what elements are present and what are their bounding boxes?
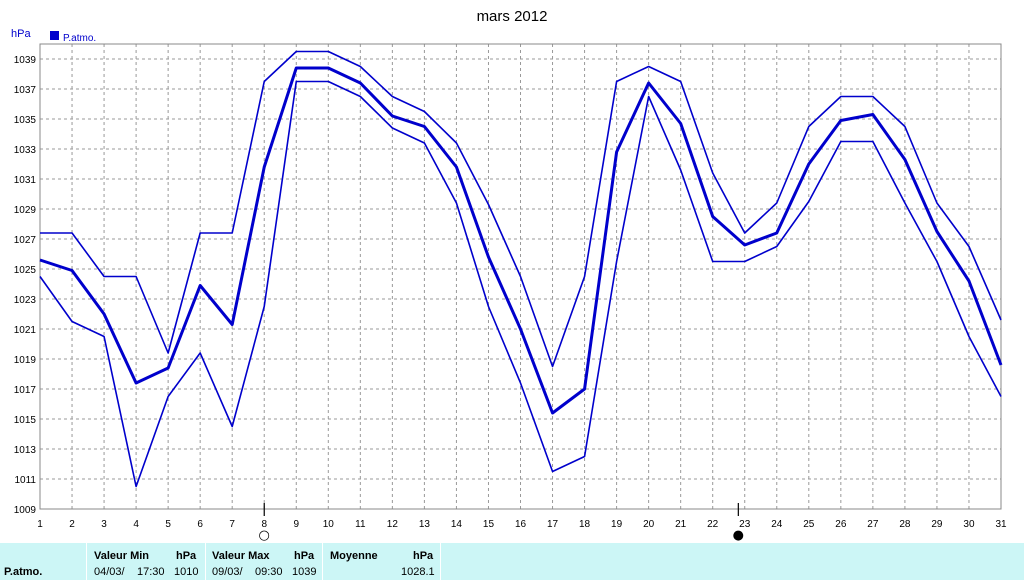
x-tick-label: 15	[483, 519, 495, 530]
y-axis: 1009 1011 1013 1015 1017 1019 1021 1023 1025 1027…	[14, 55, 37, 516]
moon-new-icon: ●	[733, 528, 744, 543]
x-tick-label: 30	[963, 519, 975, 530]
series-average-line	[39, 66, 1003, 415]
x-tick-label: 4	[133, 519, 139, 530]
min-header: Valeur Min	[94, 550, 150, 562]
x-tick-label: 19	[611, 519, 623, 530]
x-axis: 1 2 3 4 5 6 7 8 9 10 11 12 13 14 15 16 17 18 19 20 21 22 23 24 2…	[37, 519, 1007, 530]
x-tick-label: 21	[675, 519, 687, 530]
y-tick-label: 1035	[14, 115, 37, 126]
x-tick-label: 1	[37, 519, 43, 530]
min-time: 17:30	[137, 566, 165, 578]
x-tick-label: 12	[387, 519, 399, 530]
max-value: 1039	[292, 566, 317, 578]
y-tick-label: 1031	[14, 175, 37, 186]
y-tick-label: 1017	[14, 385, 37, 396]
y-tick-label: 1021	[14, 325, 37, 336]
x-tick-label: 5	[165, 519, 171, 530]
x-tick-label: 26	[835, 519, 847, 530]
legend-label: P.atmo.	[63, 33, 96, 44]
x-tick-label: 29	[931, 519, 943, 530]
separator	[322, 543, 323, 580]
x-tick-label: 6	[197, 519, 203, 530]
x-tick-label: 22	[707, 519, 719, 530]
x-tick-label: 10	[323, 519, 335, 530]
moon-phases: ○ ●	[259, 503, 744, 543]
x-tick-label: 14	[451, 519, 463, 530]
x-tick-label: 31	[995, 519, 1007, 530]
separator	[86, 543, 87, 580]
row-label: P.atmo.	[4, 566, 43, 578]
y-tick-label: 1009	[14, 505, 37, 516]
max-date: 09/03/	[212, 566, 243, 578]
y-tick-label: 1033	[14, 145, 37, 156]
y-tick-label: 1015	[14, 415, 37, 426]
x-tick-label: 13	[419, 519, 431, 530]
min-value: 1010	[174, 566, 199, 578]
moon-full-icon: ○	[259, 528, 270, 543]
y-tick-label: 1037	[14, 85, 37, 96]
max-time: 09:30	[255, 566, 283, 578]
max-unit: hPa	[294, 550, 315, 562]
avg-value: 1028.1	[401, 566, 435, 578]
x-tick-label: 7	[229, 519, 235, 530]
separator	[205, 543, 206, 580]
chart-title: mars 2012	[477, 8, 548, 25]
x-tick-label: 16	[515, 519, 527, 530]
y-tick-label: 1019	[14, 355, 37, 366]
y-tick-label: 1023	[14, 295, 37, 306]
min-date: 04/03/	[94, 566, 125, 578]
separator	[440, 543, 441, 580]
summary-bar: P.atmo. Valeur Min hPa 04/03/ 17:30 1010…	[0, 543, 1024, 580]
x-tick-label: 24	[771, 519, 783, 530]
x-tick-label: 25	[803, 519, 815, 530]
pressure-chart: 1009101110131015101710191021102310251027…	[11, 8, 1007, 543]
x-tick-label: 17	[547, 519, 559, 530]
y-axis-unit: hPa	[11, 28, 31, 40]
y-tick-label: 1027	[14, 235, 37, 246]
avg-header: Moyenne	[330, 550, 378, 562]
min-unit: hPa	[176, 550, 197, 562]
x-tick-label: 9	[293, 519, 299, 530]
x-tick-label: 8	[261, 519, 267, 530]
grid	[39, 44, 1002, 510]
y-tick-label: 1029	[14, 205, 37, 216]
x-tick-label: 27	[867, 519, 879, 530]
series-lines	[39, 50, 1003, 488]
x-tick-label: 28	[899, 519, 911, 530]
series-min-line	[39, 80, 1002, 488]
x-tick-label: 20	[643, 519, 655, 530]
x-tick-label: 2	[69, 519, 75, 530]
legend-swatch	[50, 31, 59, 40]
y-tick-label: 1011	[14, 475, 36, 486]
max-header: Valeur Max	[212, 550, 270, 562]
y-tick-label: 1013	[14, 445, 37, 456]
x-tick-label: 23	[739, 519, 751, 530]
x-tick-label: 11	[355, 519, 366, 530]
x-tick-label: 18	[579, 519, 591, 530]
x-tick-label: 3	[101, 519, 107, 530]
y-tick-label: 1025	[14, 265, 37, 276]
y-tick-label: 1039	[14, 55, 37, 66]
avg-unit: hPa	[413, 550, 434, 562]
series-max-line	[40, 50, 1002, 368]
